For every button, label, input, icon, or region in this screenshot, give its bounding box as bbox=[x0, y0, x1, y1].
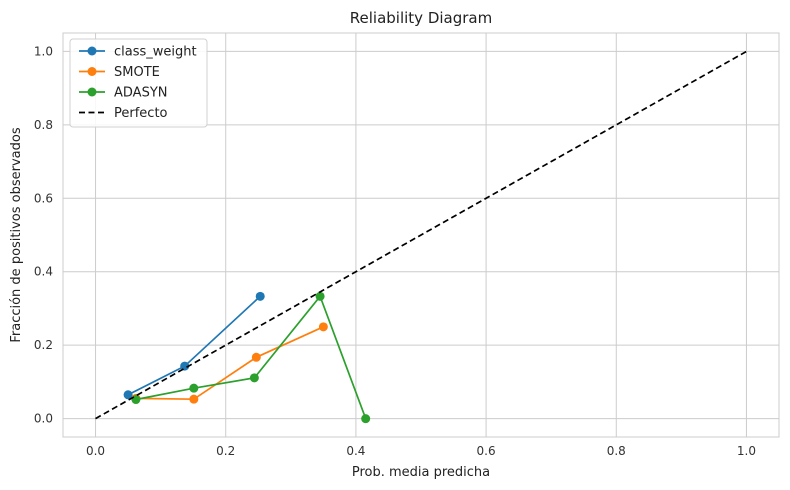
data-point-class-weight bbox=[123, 390, 133, 400]
data-point-adasyn bbox=[131, 395, 141, 405]
legend-label-smote: SMOTE bbox=[114, 65, 160, 80]
y-tick-label: 0.4 bbox=[34, 265, 53, 279]
legend: class_weight SMOTE ADASYN Perfecto bbox=[69, 38, 208, 128]
series-group bbox=[95, 50, 747, 424]
plot-frame bbox=[62, 32, 780, 438]
x-tick-label: 0.0 bbox=[86, 444, 105, 458]
legend-label-perfecto: Perfecto bbox=[114, 106, 168, 121]
x-tick-label: 0.2 bbox=[216, 444, 235, 458]
data-point-class-weight bbox=[255, 291, 265, 301]
data-point-smote bbox=[251, 352, 261, 362]
legend-label-class-weight: class_weight bbox=[114, 45, 197, 60]
data-point-adasyn bbox=[361, 414, 371, 424]
series-line-perfecto bbox=[95, 50, 747, 420]
x-tick-label: 1.0 bbox=[737, 444, 756, 458]
data-point-smote bbox=[318, 322, 328, 332]
y-axis-label: Fracción de positivos observados bbox=[9, 127, 24, 342]
data-point-adasyn bbox=[189, 383, 199, 393]
x-tick-label: 0.8 bbox=[607, 444, 626, 458]
legend-marker-smote bbox=[87, 67, 97, 76]
data-point-adasyn bbox=[249, 373, 259, 383]
grid bbox=[63, 33, 779, 437]
x-tick-label: 0.4 bbox=[346, 444, 365, 458]
ticks: 0.0 0.2 0.4 0.6 0.8 1.0 0.0 0.2 0.4 0.6 0.8 1.0 bbox=[34, 44, 756, 458]
data-point-adasyn bbox=[315, 291, 325, 301]
legend-box bbox=[69, 38, 208, 128]
data-point-class-weight bbox=[180, 361, 190, 371]
y-tick-label: 0.8 bbox=[34, 118, 53, 132]
chart-title: Reliability Diagram bbox=[350, 9, 492, 27]
series-line-smote bbox=[135, 326, 324, 401]
x-tick-label: 0.6 bbox=[477, 444, 496, 458]
legend-label-adasyn: ADASYN bbox=[114, 86, 168, 101]
y-tick-label: 0.6 bbox=[34, 191, 53, 205]
y-tick-label: 0.2 bbox=[34, 338, 53, 352]
y-tick-label: 0.0 bbox=[34, 412, 53, 426]
x-axis-label: Prob. media predicha bbox=[352, 465, 490, 480]
legend-marker-class-weight bbox=[87, 46, 97, 56]
legend-marker-adasyn bbox=[87, 87, 97, 97]
y-tick-label: 1.0 bbox=[34, 44, 53, 58]
data-point-smote bbox=[189, 394, 199, 404]
